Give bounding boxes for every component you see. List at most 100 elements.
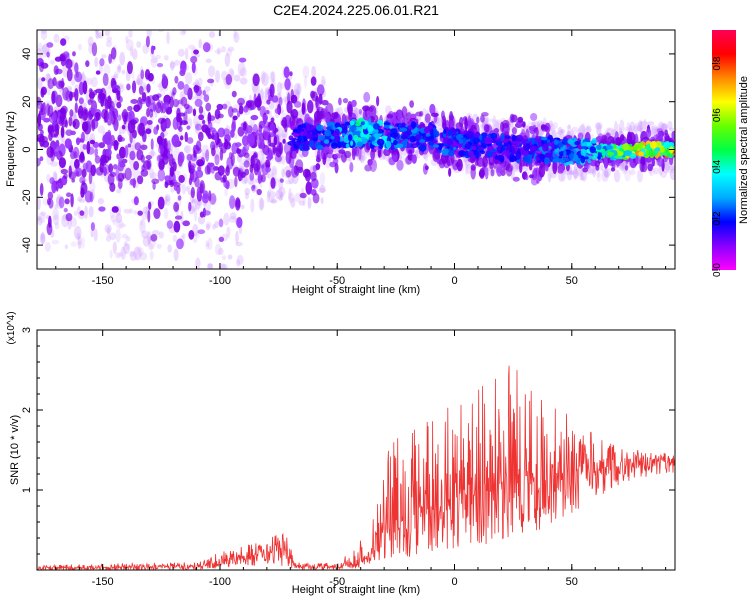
heatmap-cell: [145, 128, 152, 135]
x-tick-label: -150: [92, 275, 114, 287]
heatmap-cell: [443, 129, 447, 135]
heatmap-cell: [315, 163, 321, 171]
heatmap-cell: [39, 61, 44, 73]
heatmap-cell: [484, 136, 493, 142]
heatmap-cell: [129, 178, 137, 186]
heatmap-cell: [252, 123, 259, 137]
heatmap-cell: [228, 106, 234, 118]
heatmap-cell: [197, 229, 206, 235]
heatmap-cell: [613, 169, 621, 183]
heatmap-cell: [173, 181, 178, 191]
heatmap-cell: [37, 113, 42, 127]
heatmap-cell: [117, 134, 123, 143]
heatmap-cell: [472, 137, 481, 144]
heatmap-cell: [267, 189, 272, 199]
heatmap-cell: [289, 71, 293, 77]
heatmap-cell: [126, 83, 131, 91]
heatmap-cell: [218, 247, 224, 256]
heatmap-cell: [39, 156, 44, 162]
heatmap-cell: [205, 58, 212, 63]
heatmap-cell: [58, 196, 65, 209]
heatmap-cell: [198, 105, 204, 114]
heatmap-cell: [520, 148, 524, 155]
heatmap-cell: [104, 224, 112, 234]
heatmap-cell: [418, 144, 427, 152]
heatmap-cell: [170, 60, 175, 71]
heatmap-cell: [606, 127, 612, 132]
heatmap-cell: [179, 135, 184, 141]
heatmap-cell: [155, 54, 162, 60]
heatmap-cell: [515, 141, 520, 147]
heatmap-cell: [40, 86, 47, 96]
heatmap-cell: [47, 124, 54, 133]
heatmap-cell: [287, 92, 291, 105]
heatmap-cell: [75, 137, 81, 146]
heatmap-cell: [148, 167, 155, 179]
heatmap-cell: [509, 113, 515, 123]
heatmap-cell: [177, 48, 185, 57]
heatmap-cell: [290, 122, 295, 130]
heatmap-cell: [321, 99, 329, 106]
heatmap-cell: [147, 102, 156, 112]
heatmap-cell: [117, 66, 121, 74]
heatmap-cell: [492, 115, 497, 128]
heatmap-cell: [455, 122, 463, 131]
heatmap-cell: [181, 17, 185, 29]
heatmap-cell: [60, 38, 67, 46]
heatmap-cell: [244, 174, 248, 185]
heatmap-cell: [588, 168, 596, 175]
heatmap-cell: [104, 98, 109, 113]
heatmap-cell: [68, 171, 77, 180]
heatmap-cell: [422, 107, 427, 117]
heatmap-cell: [40, 211, 47, 217]
heatmap-cell: [577, 132, 584, 140]
heatmap-cell: [293, 101, 302, 108]
heatmap-cell: [569, 163, 573, 175]
heatmap-cell: [334, 128, 340, 136]
heatmap-cell: [63, 173, 68, 180]
heatmap-cell: [452, 146, 457, 150]
heatmap-cell: [301, 102, 306, 115]
heatmap-cell: [95, 70, 101, 75]
heatmap-cell: [205, 243, 210, 250]
heatmap-cell: [233, 74, 241, 82]
heatmap-cell: [216, 47, 221, 56]
y-tick-label: 1: [21, 487, 33, 493]
heatmap-cell: [621, 161, 628, 175]
heatmap-cell: [368, 136, 376, 142]
heatmap-cell: [192, 197, 197, 203]
heatmap-cell: [458, 150, 466, 157]
heatmap-cell: [157, 117, 165, 124]
heatmap-cell: [531, 137, 536, 145]
heatmap-cell: [595, 122, 602, 136]
heatmap-cell: [162, 154, 169, 165]
heatmap-cell: [291, 149, 297, 159]
heatmap-cell: [579, 175, 585, 181]
heatmap-cell: [133, 196, 139, 206]
heatmap-cell: [438, 143, 443, 148]
heatmap-cell: [225, 164, 230, 173]
heatmap-cell: [542, 143, 548, 152]
heatmap-cell: [153, 126, 159, 135]
heatmap-cell: [659, 147, 665, 153]
heatmap-cell: [167, 140, 171, 153]
heatmap-cell: [351, 99, 357, 107]
heatmap-cell: [261, 95, 268, 105]
heatmap-cell: [210, 162, 216, 174]
heatmap-cell: [131, 80, 137, 94]
heatmap-cell: [636, 125, 643, 132]
heatmap-cell: [81, 121, 89, 132]
heatmap-cell: [193, 207, 198, 222]
heatmap-cell: [288, 188, 292, 201]
heatmap-cell: [161, 75, 169, 89]
heatmap-cell: [386, 114, 394, 119]
spectrogram-heatmap: [37, 17, 675, 269]
heatmap-cell: [137, 210, 143, 216]
heatmap-cell: [100, 154, 107, 165]
heatmap-cell: [321, 79, 327, 87]
heatmap-cell: [77, 105, 84, 119]
heatmap-cell: [549, 173, 557, 179]
heatmap-cell: [521, 138, 528, 145]
heatmap-cell: [90, 229, 94, 238]
heatmap-cell: [242, 178, 247, 184]
